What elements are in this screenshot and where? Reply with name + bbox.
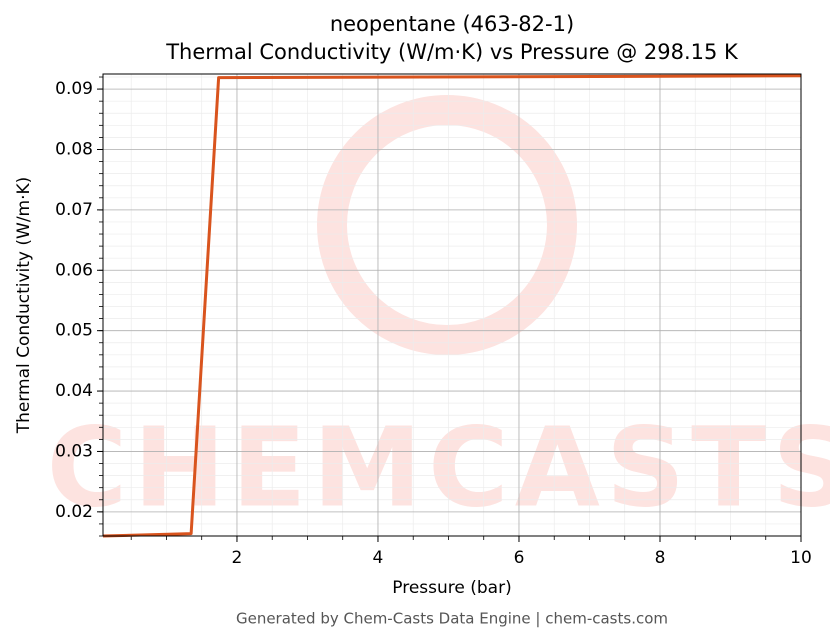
y-tick-label: 0.04 <box>55 381 93 401</box>
x-tick-label: 8 <box>655 548 666 568</box>
x-tick-label: 6 <box>514 548 525 568</box>
plot-frame <box>102 73 802 537</box>
y-tick-label: 0.08 <box>55 139 93 159</box>
y-tick-label: 0.09 <box>55 79 93 99</box>
y-tick-label: 0.03 <box>55 441 93 461</box>
footer: Generated by Chem-Casts Data Engine | ch… <box>236 610 668 628</box>
data-line <box>102 74 802 538</box>
y-axis-label: Thermal Conductivity (W/m·K) <box>14 177 34 435</box>
y-tick-label: 0.06 <box>55 260 93 280</box>
chart-subtitle: Thermal Conductivity (W/m·K) vs Pressure… <box>165 40 739 64</box>
x-tick-label: 2 <box>232 548 243 568</box>
x-axis-label: Pressure (bar) <box>392 578 511 598</box>
y-tick-label: 0.05 <box>55 321 93 341</box>
y-tick-label: 0.07 <box>55 200 93 220</box>
y-tick-label: 0.02 <box>55 502 93 522</box>
chart-title: neopentane (463-82-1) <box>330 12 574 36</box>
watermark: CHEMCASTS <box>47 403 830 531</box>
watermark-logo <box>317 95 577 355</box>
x-tick-label: 10 <box>790 548 812 568</box>
x-tick-label: 4 <box>373 548 384 568</box>
